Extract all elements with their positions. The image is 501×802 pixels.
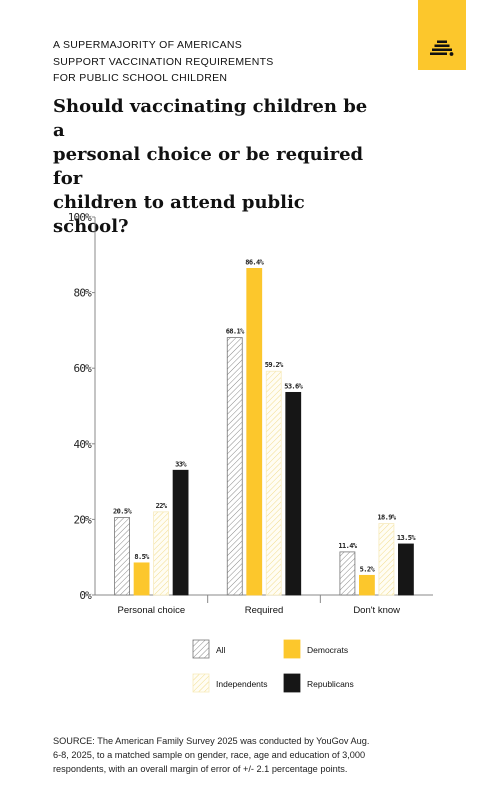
bar-value-label: 59.2%: [265, 361, 284, 369]
kicker-line: A SUPERMAJORITY OF AMERICANS: [53, 39, 243, 51]
legend-label: Democrats: [307, 645, 348, 655]
x-category-label: Required: [245, 605, 284, 616]
bar-value-label: 22%: [156, 502, 168, 510]
kicker-text: A SUPERMAJORITY OF AMERICANS SUPPORT VAC…: [53, 37, 353, 87]
headline-line: personal choice or be required for: [53, 144, 364, 189]
y-tick-label: 60%: [74, 362, 93, 375]
beehive-icon: [430, 40, 454, 56]
y-tick-label: 40%: [74, 438, 93, 451]
legend-item-all: All: [192, 639, 226, 659]
bar-chart: 0% 20% 40% 60% 80% 100% Personal choice Require…: [68, 211, 433, 693]
legend-item-republicans: Republicans: [283, 673, 354, 693]
bar-value-label: 8.5%: [134, 553, 150, 561]
x-category-label: Don't know: [353, 605, 400, 616]
bar-value-label: 18.9%: [377, 514, 396, 522]
y-tick-label: 0%: [79, 589, 92, 602]
source-line: 6-8, 2025, to a matched sample on gender…: [53, 750, 366, 760]
y-tick-label: 100%: [68, 211, 92, 224]
legend-label: All: [216, 645, 226, 655]
bar-value-label: 5.2%: [360, 565, 376, 573]
chart-legend: All Democrats Independents Republicans: [192, 639, 354, 693]
legend-swatch: [192, 673, 210, 693]
y-tick-label: 80%: [74, 287, 93, 300]
x-category-label: Personal choice: [118, 605, 186, 616]
legend-item-democrats: Democrats: [283, 639, 348, 659]
bar-democrats-2: [359, 574, 375, 596]
headline: Should vaccinating children be a persona…: [53, 95, 383, 239]
bar-value-label: 20.5%: [113, 508, 132, 516]
legend-swatch: [192, 639, 210, 659]
source-line: SOURCE: The American Family Survey 2025 …: [53, 736, 370, 746]
bar-all-2: [339, 551, 356, 596]
bar-value-label: 33%: [175, 460, 187, 468]
source-line: respondents, with an overall margin of e…: [53, 764, 348, 774]
bar-independents-2: [378, 523, 395, 596]
bar-independents-1: [265, 370, 282, 596]
bar-value-label: 53.6%: [284, 382, 303, 390]
headline-line: Should vaccinating children be a: [53, 96, 368, 141]
source-note: SOURCE: The American Family Survey 2025 …: [53, 734, 448, 776]
legend-item-independents: Independents: [192, 673, 268, 693]
legend-swatch: [283, 673, 301, 693]
bar-value-label: 11.4%: [338, 542, 357, 550]
chart-axes: 0% 20% 40% 60% 80% 100% Personal choice Require…: [68, 211, 433, 616]
bar-democrats-1: [246, 268, 263, 596]
bar-value-label: 86.4%: [245, 258, 264, 266]
bar-republicans-0: [172, 469, 189, 596]
bar-all-0: [114, 517, 130, 596]
y-tick-label: 20%: [74, 513, 93, 526]
bar-value-label: 13.5%: [397, 534, 416, 542]
kicker-line: SUPPORT VACCINATION REQUIREMENTS: [53, 55, 274, 68]
bar-value-label: 68.1%: [226, 328, 245, 336]
bar-independents-0: [153, 511, 169, 596]
bar-republicans-1: [285, 391, 302, 596]
logo-badge: [418, 0, 466, 70]
bar-democrats-0: [133, 562, 150, 596]
legend-swatch: [283, 639, 301, 659]
bar-republicans-2: [398, 543, 414, 596]
headline-line: children to attend public school?: [53, 192, 305, 237]
bar-all-1: [226, 337, 243, 596]
legend-label: Independents: [216, 679, 268, 689]
chart-bars: 20.5% 68.1% 11.4% 8.5% 86.4% 5.2% 22% 59.2% 18.9…: [113, 258, 417, 596]
kicker-line: FOR PUBLIC SCHOOL CHILDREN: [53, 72, 228, 84]
legend-label: Republicans: [307, 679, 354, 689]
